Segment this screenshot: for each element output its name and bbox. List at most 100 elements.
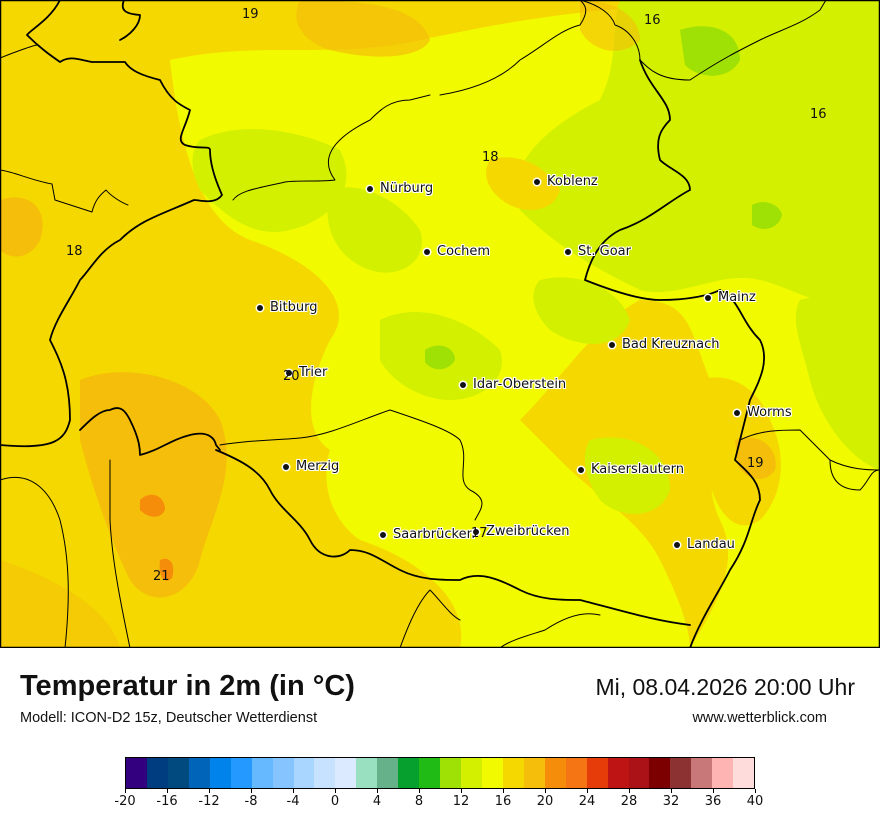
colorbar-tick-label: 24 — [578, 794, 596, 809]
city-marker: Worms — [734, 405, 792, 420]
colorbar-tick-label: -20 — [114, 794, 136, 809]
city-marker: Koblenz — [534, 174, 598, 189]
city-label: Mainz — [718, 290, 756, 305]
colorbar-tick — [587, 789, 588, 793]
colorbar-segment — [649, 758, 671, 788]
city-label: Worms — [747, 405, 792, 420]
colorbar-segment — [691, 758, 713, 788]
colorbar-tick-label: -16 — [156, 794, 178, 809]
colorbar-segment — [167, 758, 189, 788]
colorbar-tick — [251, 789, 252, 793]
colorbar-tick-label: 40 — [746, 794, 764, 809]
colorbar-segment — [607, 758, 629, 788]
colorbar-tick-label: 12 — [452, 794, 470, 809]
city-marker: Idar-Oberstein — [460, 377, 566, 392]
colorbar-tick — [335, 789, 336, 793]
city-label: Merzig — [296, 459, 340, 474]
colorbar-segment — [398, 758, 420, 788]
contour-label: 18 — [66, 244, 83, 259]
colorbar-tick — [503, 789, 504, 793]
colorbar-tick — [713, 789, 714, 793]
colorbar-segment — [481, 758, 503, 788]
colorbar-segment — [209, 758, 231, 788]
colorbar-segment — [377, 758, 399, 788]
contour-label: 19 — [242, 7, 259, 22]
contour-label: 17 — [471, 526, 488, 541]
colorbar-segment — [419, 758, 441, 788]
colorbar-tick-label: -4 — [286, 794, 300, 809]
colorbar-tick-label: -12 — [198, 794, 220, 809]
city-dot-icon — [534, 178, 540, 185]
city-label: Zweibrücken — [486, 524, 570, 539]
colorbar-tick-label: -8 — [244, 794, 258, 809]
colorbar-tick-label: 8 — [414, 794, 424, 809]
city-label: Cochem — [437, 244, 491, 259]
colorbar-segment — [733, 758, 755, 788]
city-dot-icon — [705, 294, 711, 301]
city-marker: Kaiserslautern — [578, 462, 684, 477]
colorbar-tick-label: 32 — [662, 794, 680, 809]
map-footer: Temperatur in 2m (in °C) Modell: ICON-D2… — [0, 648, 880, 830]
temperature-colorbar — [125, 757, 755, 789]
city-dot-icon — [473, 528, 479, 535]
model-source: Modell: ICON-D2 15z, Deutscher Wetterdie… — [20, 710, 318, 726]
colorbar-tick — [293, 789, 294, 793]
website-link[interactable]: www.wetterblick.com — [692, 710, 827, 726]
colorbar-tick — [209, 789, 210, 793]
city-dot-icon — [424, 248, 430, 255]
city-label: Kaiserslautern — [591, 462, 685, 477]
colorbar-tick — [167, 789, 168, 793]
colorbar-segment — [586, 758, 608, 788]
city-dot-icon — [380, 531, 386, 538]
city-marker: Landau — [674, 537, 735, 552]
contour-label: 20 — [283, 369, 300, 384]
colorbar-tick-label: 16 — [494, 794, 512, 809]
colorbar-segment — [461, 758, 482, 788]
contour-label: 18 — [482, 150, 499, 165]
city-label: Saarbrücken — [393, 527, 475, 542]
city-marker: Saarbrücken — [380, 527, 475, 542]
city-dot-icon — [286, 369, 292, 376]
colorbar-segment — [670, 758, 692, 788]
city-dot-icon — [578, 466, 584, 473]
map-title: Temperatur in 2m (in °C) — [20, 670, 355, 702]
contour-label: 16 — [810, 107, 827, 122]
colorbar-tick — [377, 789, 378, 793]
colorbar-tick — [461, 789, 462, 793]
city-marker: Trier — [286, 365, 327, 380]
city-marker: Mainz — [705, 290, 756, 305]
forecast-datetime: Mi, 08.04.2026 20:00 Uhr — [595, 674, 855, 700]
colorbar-segment — [356, 758, 378, 788]
temperature-map[interactable]: Nürburg Koblenz Cochem St. Goar Mainz Bitburg… — [0, 0, 880, 648]
colorbar-segment — [126, 758, 147, 788]
colorbar-segment — [293, 758, 315, 788]
city-dot-icon — [674, 541, 680, 548]
city-label: Nürburg — [380, 181, 434, 196]
colorbar-tick-label: 36 — [704, 794, 722, 809]
city-marker: Zweibrücken — [473, 524, 569, 539]
city-label: Bad Kreuznach — [622, 337, 720, 352]
city-label: Landau — [687, 537, 735, 552]
colorbar-segment — [628, 758, 650, 788]
contour-label: 21 — [153, 569, 170, 584]
city-marker: Bitburg — [257, 300, 318, 315]
city-marker: Bad Kreuznach — [609, 337, 720, 352]
colorbar-segment — [544, 758, 566, 788]
colorbar-tick-label: 4 — [372, 794, 382, 809]
city-dot-icon — [609, 341, 615, 348]
city-marker: Merzig — [283, 459, 339, 474]
city-dot-icon — [565, 248, 571, 255]
colorbar-segment — [251, 758, 273, 788]
colorbar-tick — [125, 789, 126, 793]
colorbar-tick-label: 20 — [536, 794, 554, 809]
city-label: Trier — [299, 365, 328, 380]
contour-label: 19 — [747, 456, 764, 471]
colorbar-segment — [712, 758, 734, 788]
city-marker: Nürburg — [367, 181, 433, 196]
city-dot-icon — [460, 381, 466, 388]
colorbar-segment — [502, 758, 524, 788]
city-dot-icon — [283, 463, 289, 470]
colorbar-tick — [629, 789, 630, 793]
colorbar-segment — [230, 758, 252, 788]
city-label: Bitburg — [270, 300, 318, 315]
